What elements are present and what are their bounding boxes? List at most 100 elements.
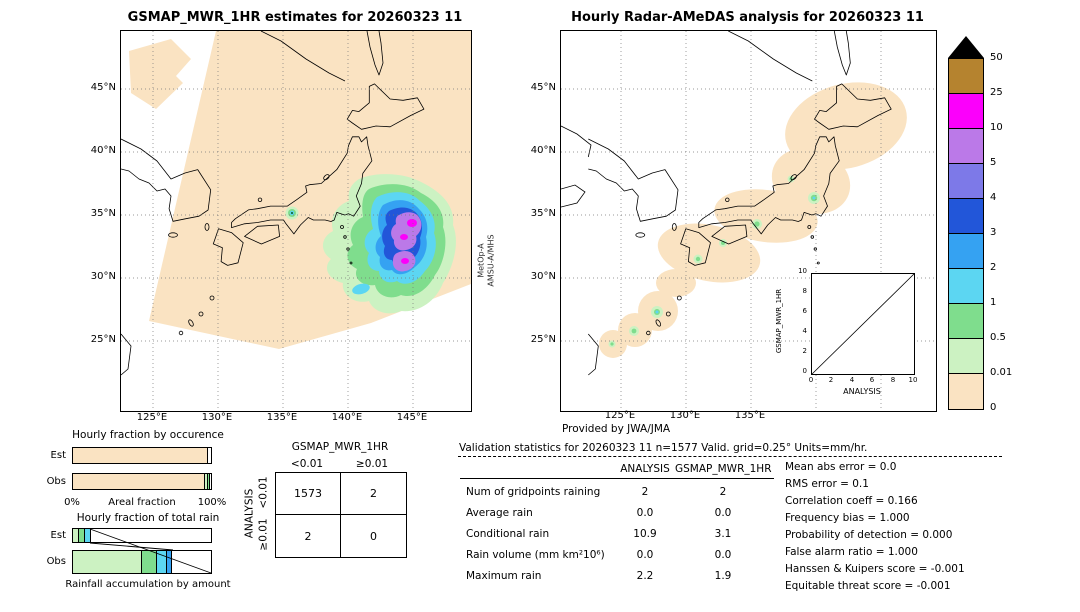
divider-solid [460, 478, 774, 479]
colorbar-tick-label: 4 [990, 192, 997, 203]
validation-value-gsmap: 0.0 [714, 549, 732, 561]
total-obs-bar [72, 550, 212, 574]
inset-x-tick: 6 [869, 376, 875, 384]
colorbar-block [949, 199, 983, 234]
colorbar-tick-label: 50 [990, 52, 1003, 63]
data-credit: Provided by JWA/JMA [562, 423, 671, 435]
colorbar-blocks [948, 58, 984, 410]
validation-col-header: GSMAP_MWR_1HR [675, 463, 772, 475]
lat-tick-label: 30°N [530, 271, 556, 282]
contingency-row-label: ≥0.01 [257, 518, 270, 551]
colorbar-tick-label: 1 [990, 297, 997, 308]
inset-x-tick: 10 [908, 376, 918, 384]
colorbar-block [949, 374, 983, 409]
colorbar-block [949, 59, 983, 94]
inset-y-tick: 10 [798, 267, 807, 275]
validation-row-label: Conditional rain [466, 528, 550, 540]
bar-segment [73, 474, 205, 489]
validation-value-analysis: 2 [641, 486, 649, 498]
score-line: Correlation coeff = 0.166 [785, 495, 918, 507]
validation-value-analysis: 0.0 [636, 507, 654, 519]
score-line: False alarm ratio = 1.000 [785, 546, 918, 558]
contingency-cell: 0 [370, 529, 377, 543]
inset-y-tick: 6 [802, 307, 807, 315]
inset-x-tick: 4 [849, 376, 855, 384]
contingency-table: 1573 2 2 0 [275, 472, 407, 558]
colorbar-tick-label: 25 [990, 87, 1003, 98]
validation-value-gsmap: 2 [719, 486, 727, 498]
right-map-figure [561, 31, 936, 411]
bar-segment [84, 529, 91, 542]
lon-tick-label: 145°E [396, 412, 428, 423]
left-map-figure [121, 31, 471, 411]
colorbar-tick-label: 0 [990, 402, 997, 413]
score-line: Mean abs error = 0.0 [785, 461, 897, 473]
lat-tick-label: 45°N [530, 82, 556, 93]
contingency-cell: 1573 [276, 473, 341, 515]
lat-tick-label: 40°N [90, 145, 116, 156]
precip-blobs [285, 174, 456, 314]
lat-tick-label: 35°N [530, 208, 556, 219]
colorbar-tick-label: 0.01 [990, 367, 1013, 378]
validation-value-gsmap: 3.1 [714, 528, 732, 540]
right-map-title: Hourly Radar-AMeDAS analysis for 2026032… [571, 10, 924, 25]
validation-row-label: Num of gridpoints raining [466, 486, 601, 498]
contingency-title: GSMAP_MWR_1HR [291, 441, 389, 453]
occurrence-axis-max: 100% [197, 497, 227, 508]
lat-tick-label: 35°N [90, 208, 116, 219]
lat-tick-label: 45°N [90, 82, 116, 93]
colorbar-over-triangle [948, 36, 984, 58]
coastline [121, 31, 425, 376]
inset-scatter-plot [811, 273, 915, 375]
total-row-label-est: Est [50, 530, 66, 541]
china-coast [561, 125, 592, 208]
occurrence-axis-min: 0% [64, 497, 80, 508]
contingency-side-label: ANALYSIS [243, 488, 256, 539]
lat-tick-label: 25°N [530, 334, 556, 345]
contingency-col-label: <0.01 [290, 458, 324, 470]
divider-dashed [458, 456, 1002, 457]
inset-x-tick: 0 [808, 376, 814, 384]
colorbar-block [949, 234, 983, 269]
validation-value-analysis: 10.9 [633, 528, 657, 540]
colorbar-block [949, 304, 983, 339]
validation-title: Validation statistics for 20260323 11 n=… [459, 442, 868, 454]
bar-segment [204, 474, 208, 489]
occurrence-obs-bar [72, 473, 212, 490]
total-rain-chart-caption: Rainfall accumulation by amount [65, 579, 231, 590]
left-map-title: GSMAP_MWR_1HR estimates for 20260323 11 [127, 10, 463, 25]
bar-segment [79, 529, 85, 542]
colorbar-block [949, 164, 983, 199]
colorbar-block [949, 129, 983, 164]
occurrence-axis-label: Areal fraction [108, 497, 176, 508]
lon-tick-label: 130°E [201, 412, 233, 423]
lon-tick-label: 135°E [734, 410, 766, 421]
inset-y-tick: 8 [802, 287, 807, 295]
score-line: RMS error = 0.1 [785, 478, 869, 490]
contingency-col-label: ≥0.01 [355, 458, 389, 470]
identity-line [812, 274, 914, 374]
score-line: Frequency bias = 1.000 [785, 512, 910, 524]
lon-tick-label: 130°E [669, 410, 701, 421]
colorbar-tick-label: 2 [990, 262, 997, 273]
sensor-label-line1: MetOp-A [476, 243, 486, 278]
validation-value-gsmap: 0.0 [714, 507, 732, 519]
lon-tick-label: 125°E [604, 410, 636, 421]
sensor-label-line2: AMSU-A/MHS [486, 234, 496, 287]
lon-tick-label: 125°E [136, 412, 168, 423]
contingency-cell: 2 [341, 473, 406, 515]
occurrence-row-label-obs: Obs [46, 476, 66, 487]
validation-row-label: Maximum rain [466, 570, 542, 582]
contingency-cell: 2 [276, 515, 341, 557]
colorbar-tick-label: 5 [990, 157, 997, 168]
validation-col-header: ANALYSIS [620, 463, 670, 475]
inset-x-axis-label: ANALYSIS [843, 387, 881, 396]
total-est-bar [72, 528, 212, 543]
accumulation-fan-lines [89, 528, 212, 574]
lat-tick-label: 30°N [90, 271, 116, 282]
occurrence-chart-title: Hourly fraction by occurence [72, 429, 224, 441]
validation-value-analysis: 2.2 [636, 570, 654, 582]
total-rain-chart-title: Hourly fraction of total rain [76, 512, 220, 524]
bar-segment [73, 529, 80, 542]
validation-value-gsmap: 1.9 [714, 570, 732, 582]
